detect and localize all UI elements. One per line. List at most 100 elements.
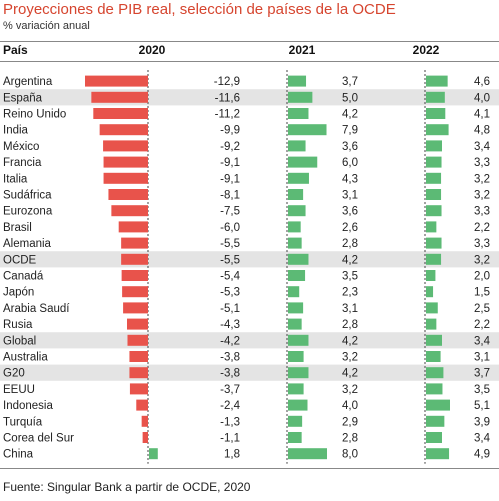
bar-2020 bbox=[85, 75, 148, 87]
value-label-2022: 3,9 bbox=[474, 416, 490, 428]
bar-2022 bbox=[426, 156, 442, 168]
header-2021: 2021 bbox=[288, 43, 316, 57]
bar-2022 bbox=[426, 286, 434, 298]
bar-2020 bbox=[127, 334, 148, 346]
bar-2020 bbox=[103, 140, 148, 152]
bar-2022 bbox=[426, 270, 436, 281]
highlight-row bbox=[0, 364, 499, 381]
bar-2021 bbox=[288, 172, 309, 184]
value-label-2022: 4,8 bbox=[474, 125, 490, 137]
country-label: Francia bbox=[3, 157, 42, 169]
value-label-2021: 4,2 bbox=[342, 368, 358, 380]
bar-2021 bbox=[288, 108, 309, 119]
bar-2020 bbox=[122, 286, 148, 298]
bar-2022 bbox=[426, 140, 442, 152]
bar-2022 bbox=[426, 351, 441, 362]
bar-2021 bbox=[288, 302, 304, 314]
value-label-2022: 4,0 bbox=[474, 92, 490, 104]
highlight-row bbox=[0, 332, 499, 349]
value-label-2021: 4,3 bbox=[342, 173, 358, 185]
bar-2020 bbox=[127, 318, 148, 330]
bar-2020 bbox=[93, 108, 148, 119]
bar-2021 bbox=[288, 91, 313, 103]
bar-2021 bbox=[288, 415, 303, 427]
value-label-2022: 3,3 bbox=[474, 157, 490, 169]
value-label-2020: -11,6 bbox=[215, 92, 240, 104]
value-label-2020: -5,1 bbox=[220, 303, 240, 315]
bar-2021 bbox=[288, 351, 304, 362]
country-label: México bbox=[3, 141, 39, 153]
country-label: India bbox=[3, 125, 29, 137]
country-label: OCDE bbox=[3, 254, 37, 266]
bar-2022 bbox=[426, 221, 437, 233]
value-label-2021: 6,0 bbox=[342, 157, 358, 169]
bar-2022 bbox=[426, 237, 442, 249]
header-top-rule bbox=[0, 41, 499, 42]
country-label: Argentina bbox=[3, 76, 53, 88]
value-label-2021: 2,8 bbox=[342, 238, 358, 250]
bar-2022 bbox=[426, 383, 443, 395]
value-label-2022: 3,4 bbox=[474, 141, 491, 153]
value-label-2022: 2,0 bbox=[474, 271, 490, 283]
bar-2021 bbox=[288, 189, 304, 200]
value-label-2021: 2,6 bbox=[342, 222, 358, 234]
bar-2021 bbox=[288, 367, 309, 379]
country-label: Global bbox=[3, 335, 36, 347]
value-label-2021: 3,1 bbox=[342, 190, 358, 202]
value-label-2021: 5,0 bbox=[342, 92, 358, 104]
bar-2022 bbox=[426, 318, 437, 330]
value-label-2022: 3,7 bbox=[474, 368, 490, 380]
value-label-2020: -1,3 bbox=[220, 416, 240, 428]
highlight-row bbox=[0, 251, 499, 268]
value-label-2020: -9,2 bbox=[220, 141, 240, 153]
value-label-2021: 2,8 bbox=[342, 433, 358, 445]
bar-2022 bbox=[426, 448, 450, 460]
bar-2021 bbox=[288, 124, 327, 136]
value-label-2022: 3,2 bbox=[474, 173, 490, 185]
value-label-2020: -5,5 bbox=[220, 254, 240, 266]
bar-2021 bbox=[288, 286, 300, 298]
value-label-2021: 3,1 bbox=[342, 303, 358, 315]
value-label-2021: 3,5 bbox=[342, 271, 358, 283]
value-label-2021: 4,0 bbox=[342, 400, 358, 412]
bar-2020 bbox=[99, 124, 148, 136]
footer-rule bbox=[0, 468, 499, 469]
bar-2021 bbox=[288, 156, 318, 168]
value-label-2020: -5,3 bbox=[220, 287, 240, 299]
bar-2022 bbox=[426, 302, 438, 314]
bar-2021 bbox=[288, 237, 302, 249]
country-label: Brasil bbox=[3, 222, 32, 234]
country-label: EEUU bbox=[3, 384, 35, 396]
value-label-2022: 1,5 bbox=[474, 287, 490, 299]
bar-2021 bbox=[288, 318, 302, 330]
bar-2022 bbox=[426, 124, 449, 136]
value-label-2020: -9,9 bbox=[220, 125, 240, 137]
value-label-2020: -8,1 bbox=[220, 190, 240, 202]
value-label-2020: -7,5 bbox=[220, 206, 240, 218]
bar-2021 bbox=[288, 140, 306, 152]
value-label-2020: -2,4 bbox=[220, 400, 240, 412]
bar-2022 bbox=[426, 91, 445, 103]
value-label-2021: 3,2 bbox=[342, 384, 358, 396]
value-label-2022: 3,1 bbox=[474, 352, 490, 364]
bar-2020 bbox=[121, 253, 148, 265]
bar-2020 bbox=[141, 415, 148, 427]
value-label-2022: 3,4 bbox=[474, 433, 491, 445]
country-label: China bbox=[3, 449, 34, 461]
value-label-2021: 7,9 bbox=[342, 125, 358, 137]
value-label-2020: -4,3 bbox=[220, 319, 240, 331]
bar-2021 bbox=[288, 432, 302, 443]
value-label-2020: -5,5 bbox=[220, 238, 240, 250]
header-2022: 2022 bbox=[412, 43, 440, 57]
bar-2021 bbox=[288, 205, 306, 217]
value-label-2020: -11,2 bbox=[215, 109, 240, 121]
bar-2021 bbox=[288, 334, 309, 346]
country-label: Canadá bbox=[3, 271, 44, 283]
bar-2022 bbox=[426, 399, 450, 411]
value-label-2021: 4,2 bbox=[342, 335, 358, 347]
bar-2022 bbox=[426, 334, 442, 346]
bar-2022 bbox=[426, 253, 442, 265]
country-label: Eurozona bbox=[3, 206, 53, 218]
bar-2020 bbox=[121, 270, 148, 281]
